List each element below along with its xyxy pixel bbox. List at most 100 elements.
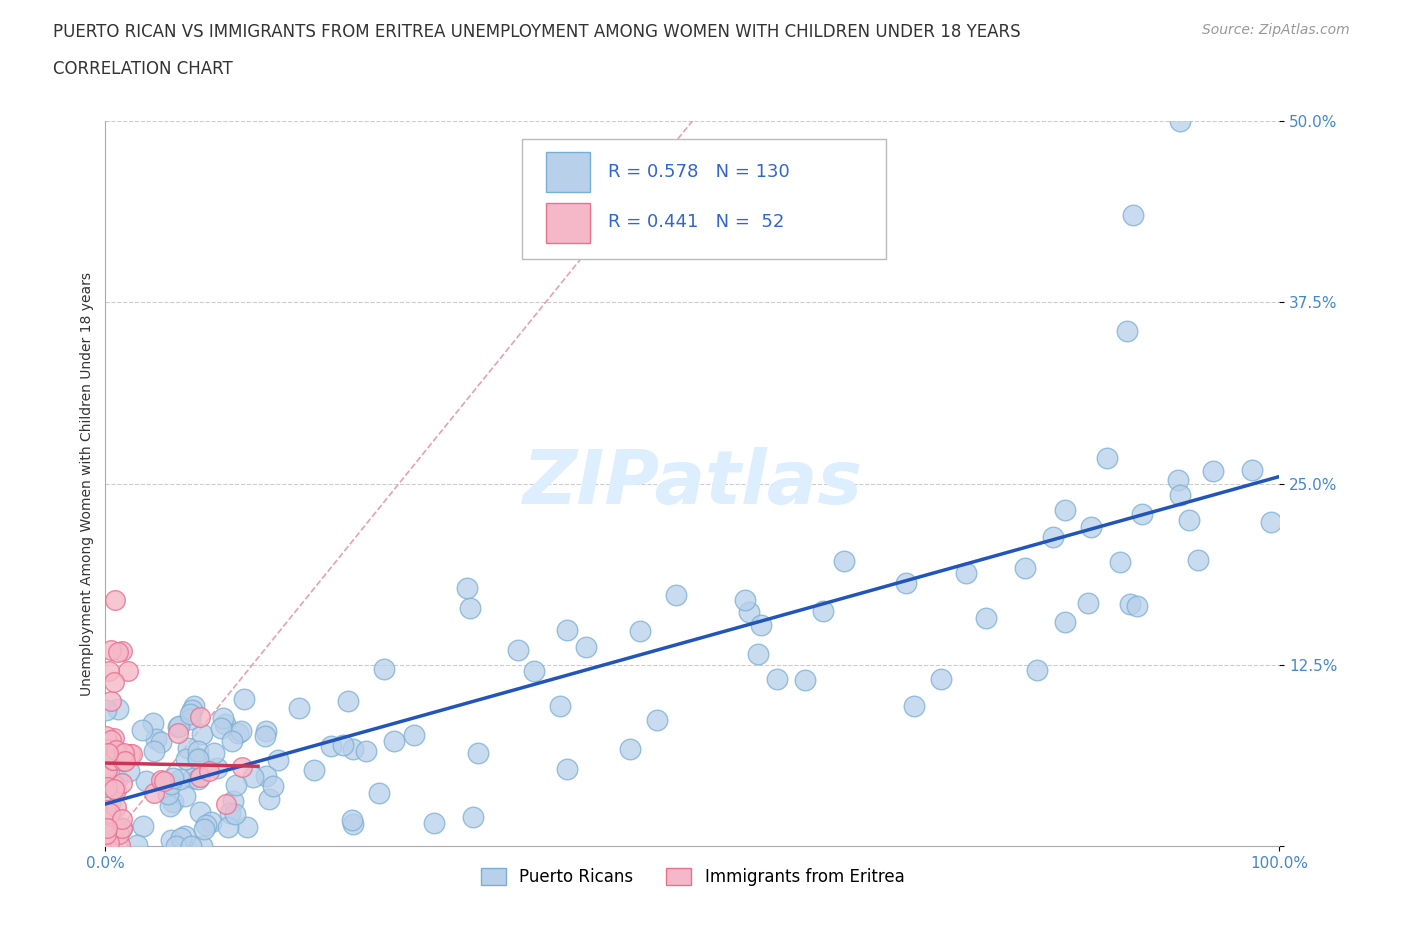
Point [1126,598,1149,613]
Point [254,724,277,738]
Point [169,830,191,845]
Point [1077,595,1099,610]
Point [100,733,122,748]
Point [1119,596,1142,611]
Point [167,719,190,734]
Point [112,745,135,760]
Point [955,565,977,580]
Text: R = 0.441   N =  52: R = 0.441 N = 52 [607,214,785,232]
Point [794,673,817,688]
Point [356,744,378,759]
Point [557,623,579,638]
Point [176,751,198,766]
Point [177,741,200,756]
Point [118,747,141,762]
Point [336,693,359,708]
Point [98,806,121,821]
Point [101,753,124,768]
Point [179,706,201,721]
Point [259,791,281,806]
Point [97,736,120,751]
Point [734,592,756,607]
Point [188,804,211,819]
Point [254,768,277,783]
Point [645,712,668,727]
Point [205,761,228,776]
Point [179,711,201,726]
Point [94,702,117,717]
Point [111,821,134,836]
Point [214,717,236,732]
Point [187,751,209,766]
Point [342,742,364,757]
Point [174,829,197,844]
Point [142,786,165,801]
Point [555,762,578,777]
Point [200,815,222,830]
Point [94,728,117,743]
Point [97,664,120,679]
Point [193,821,215,836]
Point [111,811,134,826]
Point [112,753,135,768]
Point [1187,552,1209,567]
Point [110,776,132,790]
FancyBboxPatch shape [546,203,591,243]
Point [117,664,139,679]
Point [183,698,205,713]
Point [548,698,571,713]
Point [127,838,149,853]
Point [150,773,173,788]
Point [1130,506,1153,521]
Point [94,803,117,817]
Point [463,810,485,825]
Point [373,662,395,677]
Point [215,796,238,811]
Point [1115,324,1137,339]
Point [198,764,221,778]
Point [131,723,153,737]
Point [190,710,212,724]
Point [1168,487,1191,502]
Point [97,743,120,758]
Point [217,819,239,834]
Point [162,794,184,809]
Point [156,787,179,802]
Text: R = 0.578   N = 130: R = 0.578 N = 130 [607,163,790,180]
Point [104,742,127,757]
Point [1109,554,1132,569]
Point [143,743,166,758]
Point [118,764,141,778]
Point [747,647,769,662]
Point [1122,207,1144,222]
Point [159,799,181,814]
Point [104,782,127,797]
FancyBboxPatch shape [546,153,591,192]
Point [169,772,191,787]
Point [254,728,277,743]
Point [104,799,127,814]
Point [221,733,243,748]
Point [456,580,478,595]
Point [98,795,121,810]
Point [187,743,209,758]
Point [1054,503,1077,518]
Point [96,820,118,835]
Point [1042,529,1064,544]
Point [1240,462,1263,477]
Point [159,777,181,791]
Point [121,747,143,762]
Point [738,605,761,620]
Point [811,604,834,618]
Point [108,826,131,841]
Point [132,819,155,834]
Point [903,698,925,713]
Point [149,735,172,750]
Point [302,763,325,777]
FancyBboxPatch shape [522,139,886,259]
Point [1167,472,1189,487]
Point [404,728,426,743]
Point [212,711,235,725]
Point [894,575,917,590]
Point [152,774,174,789]
